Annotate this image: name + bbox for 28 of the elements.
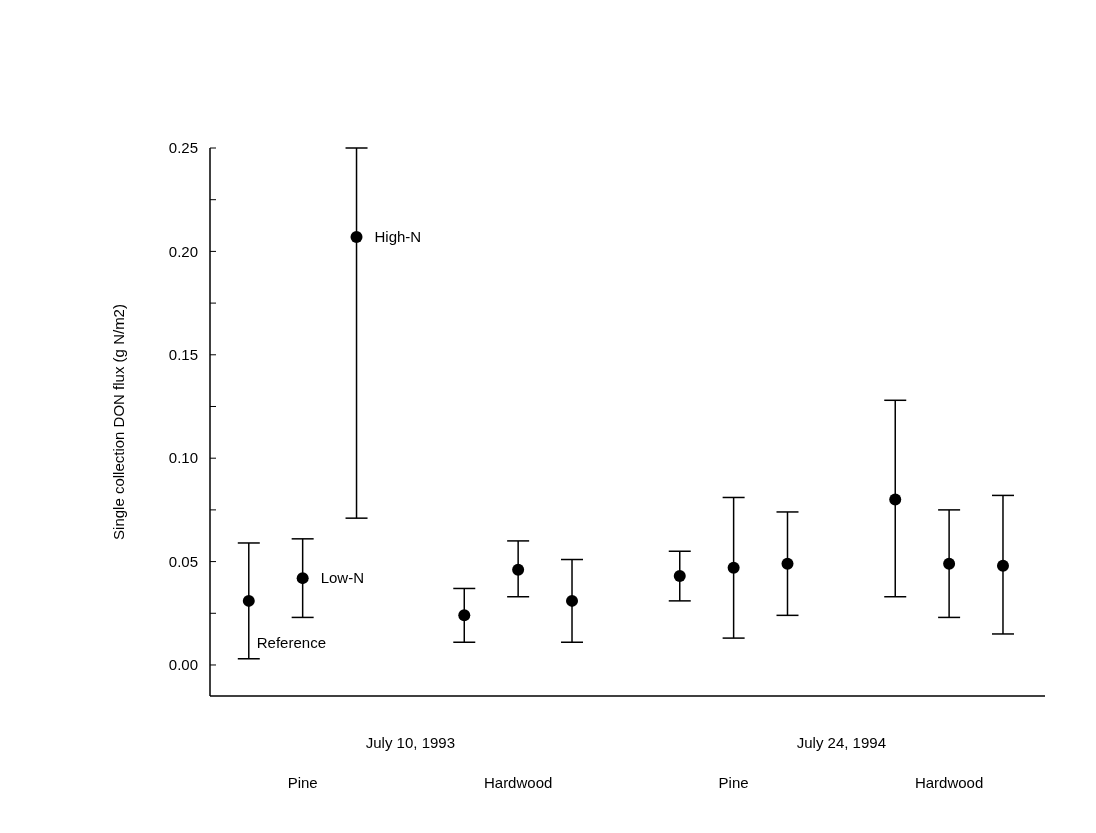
y-axis-title: Single collection DON flux (g N/m2) [110,304,127,540]
y-tick-label: 0.00 [168,656,198,674]
y-tick-label: 0.25 [168,139,198,157]
point [673,570,686,583]
point [512,563,525,576]
point [296,572,309,585]
annotation: Reference [256,634,327,652]
y-tick-label: 0.15 [168,346,198,364]
y-tick-label: 0.05 [168,552,198,570]
point [242,594,255,607]
text: Pine [287,774,318,791]
text: Hardwood [914,774,984,791]
point [996,559,1009,572]
point [566,594,579,607]
text: July 10, 1993 [365,734,456,751]
point [889,493,902,506]
annotation: High-N [374,228,422,246]
point [781,557,794,570]
point [943,557,956,570]
point [727,561,740,574]
text: Pine [718,774,749,791]
annotation: Low-N [320,569,365,587]
point [350,230,363,243]
text: July 24, 1994 [796,734,886,751]
y-tick-label: 0.10 [168,449,198,467]
text: Hardwood [483,774,553,791]
point [458,609,471,622]
y-tick-label: 0.20 [168,242,198,260]
